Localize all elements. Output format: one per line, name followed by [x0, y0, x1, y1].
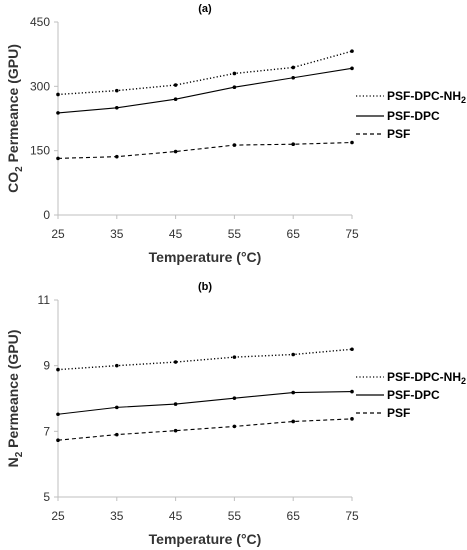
- data-point: [115, 154, 119, 159]
- y-axis-title: N2 Permeance (GPU): [5, 330, 25, 468]
- x-tick-label: 45: [169, 227, 183, 241]
- data-point: [115, 88, 119, 93]
- legend-label: PSF-DPC-NH2: [387, 370, 466, 386]
- data-point: [173, 97, 178, 101]
- data-point: [115, 432, 119, 437]
- legend-label: PSF-DPC-NH2: [387, 89, 466, 105]
- x-tick-label: 35: [110, 227, 124, 241]
- y-tick-label: 9: [43, 359, 50, 373]
- data-point: [56, 367, 60, 372]
- series-line: [57, 391, 353, 415]
- x-tick-label: 35: [110, 509, 124, 523]
- legend-label: PSF-DPC: [387, 388, 440, 402]
- data-point: [350, 417, 354, 421]
- x-tick-label: 25: [51, 509, 65, 523]
- data-point: [350, 49, 354, 53]
- y-tick-label: 11: [38, 293, 51, 307]
- data-point: [173, 402, 178, 406]
- y-tick-label: 0: [43, 208, 50, 222]
- data-point: [56, 156, 60, 161]
- data-point: [173, 83, 178, 87]
- series-line: [57, 50, 353, 96]
- series-line: [57, 348, 353, 371]
- data-point: [115, 105, 119, 110]
- chart-panel-2: (b) 5 7 9 11 25 35 45 55 65 75 Temperature (°C) N2 P…: [5, 281, 466, 547]
- data-point: [291, 75, 296, 80]
- data-point: [115, 363, 119, 368]
- x-tick-label: 25: [51, 227, 65, 241]
- data-point: [56, 92, 60, 97]
- data-point: [291, 65, 296, 70]
- chart-panel-1: (a) 0 150 300 450 25 35 45 55 65 75 Temperature (°C…: [5, 3, 466, 265]
- series-line: [57, 418, 353, 441]
- data-point: [173, 360, 178, 364]
- data-point: [115, 405, 119, 410]
- y-tick-label: 5: [43, 490, 50, 504]
- legend-label: PSF: [387, 127, 410, 141]
- data-point: [56, 111, 60, 115]
- x-tick-label: 65: [287, 227, 301, 241]
- data-point: [350, 140, 354, 145]
- data-point: [350, 389, 354, 394]
- x-tick-label: 75: [345, 227, 359, 241]
- x-tick-label: 75: [345, 509, 359, 523]
- series-line: [57, 141, 353, 159]
- data-point: [232, 143, 237, 147]
- legend-label: PSF-DPC: [387, 109, 440, 123]
- data-point: [291, 419, 296, 424]
- x-tick-label: 55: [228, 227, 242, 241]
- data-point: [56, 412, 60, 417]
- data-point: [232, 85, 237, 89]
- data-point: [350, 66, 354, 71]
- panel-title: (a): [198, 3, 212, 15]
- data-point: [56, 438, 60, 442]
- data-point: [291, 142, 296, 147]
- y-tick-label: 150: [30, 144, 50, 158]
- x-tick-label: 45: [169, 509, 183, 523]
- x-tick-label: 55: [228, 509, 242, 523]
- y-axis-title: CO2 Permeance (GPU): [5, 44, 25, 193]
- data-point: [232, 424, 237, 429]
- panel-title: (b): [198, 281, 212, 293]
- data-point: [232, 71, 237, 76]
- data-point: [291, 390, 296, 395]
- data-point: [173, 149, 178, 154]
- y-tick-label: 300: [30, 79, 50, 93]
- data-point: [291, 352, 296, 357]
- x-tick-label: 65: [287, 509, 301, 523]
- x-axis-title: Temperature (°C): [149, 531, 262, 547]
- data-point: [232, 355, 237, 359]
- data-point: [173, 428, 178, 433]
- data-point: [232, 396, 237, 400]
- x-axis-title: Temperature (°C): [149, 249, 262, 265]
- legend-label: PSF: [387, 406, 410, 420]
- data-point: [350, 347, 354, 352]
- series-line: [57, 67, 353, 114]
- y-tick-label: 450: [30, 15, 50, 29]
- y-tick-label: 7: [43, 424, 50, 438]
